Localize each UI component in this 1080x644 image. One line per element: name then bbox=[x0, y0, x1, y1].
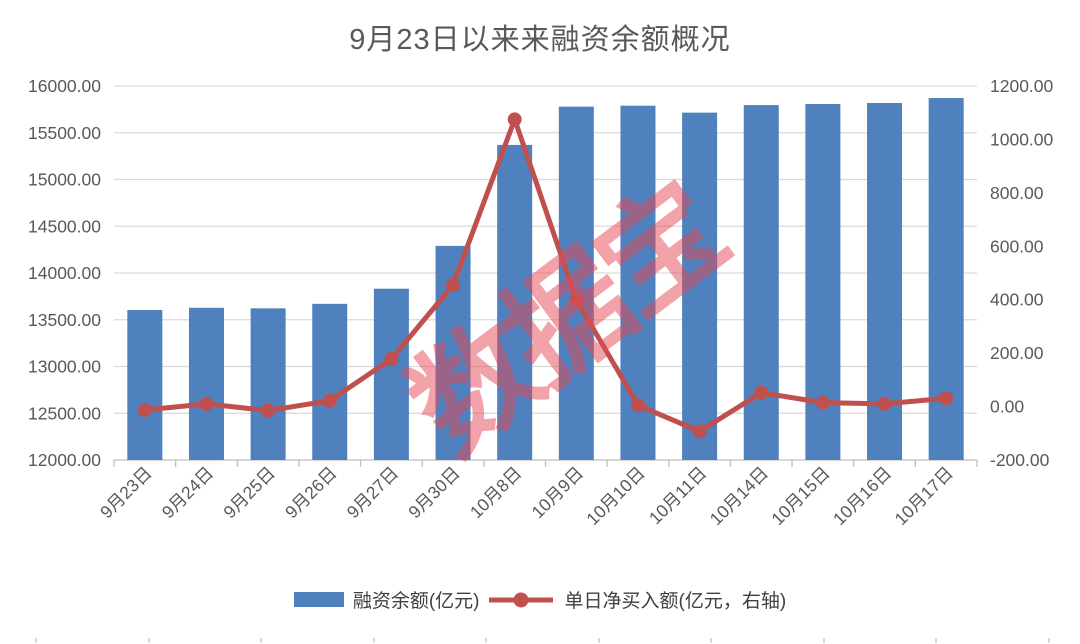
right-axis-tick-label: 400.00 bbox=[990, 290, 1044, 310]
right-axis-tick-label: 800.00 bbox=[990, 183, 1044, 203]
bar-9月25日 bbox=[250, 308, 286, 460]
net-buy-line bbox=[142, 116, 949, 434]
bar-10月9日 bbox=[558, 106, 594, 460]
net-buy-marker-10月15日 bbox=[815, 395, 830, 410]
bar-10月11日 bbox=[682, 112, 718, 461]
left-axis-tick-label: 14000.00 bbox=[28, 263, 101, 283]
left-axis-tick-label: 12000.00 bbox=[28, 450, 101, 470]
x-axis-label-10月10日: 10月10日 bbox=[582, 463, 648, 529]
right-axis-tick-label: 0.00 bbox=[990, 397, 1024, 417]
net-buy-marker-10月10日 bbox=[630, 398, 645, 413]
net-buy-marker-10月8日 bbox=[507, 112, 522, 127]
legend-bar-swatch bbox=[293, 592, 344, 607]
net-buy-marker-10月14日 bbox=[754, 385, 769, 400]
legend-item-balance: 融资余额(亿元) bbox=[293, 586, 480, 613]
bar-9月23日 bbox=[127, 310, 163, 460]
x-axis-label-9月23日: 9月23日 bbox=[96, 463, 156, 523]
x-axis-label-9月24日: 9月24日 bbox=[158, 463, 218, 523]
chart-legend: 融资余额(亿元) 单日净买入额(亿元，右轴) bbox=[0, 586, 1080, 613]
cropped-text-mark bbox=[260, 638, 262, 643]
left-axis-tick-label: 13500.00 bbox=[28, 310, 101, 330]
cropped-text-mark bbox=[147, 638, 150, 643]
x-axis-label-10月16日: 10月16日 bbox=[829, 463, 895, 529]
left-axis-tick-label: 13000.00 bbox=[28, 357, 101, 377]
legend-line-label: 单日净买入额(亿元，右轴) bbox=[564, 591, 787, 612]
bar-9月24日 bbox=[188, 307, 224, 460]
cropped-text-mark bbox=[597, 638, 600, 643]
bar-9月26日 bbox=[312, 303, 348, 460]
x-axis-label-9月26日: 9月26日 bbox=[281, 463, 341, 523]
x-axis-label-10月15日: 10月15日 bbox=[767, 463, 833, 529]
left-axis-tick-label: 14500.00 bbox=[28, 216, 101, 236]
x-axis-label-10月17日: 10月17日 bbox=[891, 463, 957, 529]
cropped-text-mark bbox=[35, 638, 37, 643]
cropped-text-mark bbox=[372, 638, 375, 643]
right-axis-tick-label: 200.00 bbox=[990, 343, 1044, 363]
bar-10月17日 bbox=[928, 98, 964, 461]
legend-item-netbuy: 单日净买入额(亿元，右轴) bbox=[486, 586, 787, 613]
net-buy-marker-9月30日 bbox=[446, 278, 461, 293]
x-axis-label-10月9日: 10月9日 bbox=[528, 463, 588, 523]
bar-10月8日 bbox=[497, 144, 533, 460]
legend-line-swatch bbox=[488, 592, 553, 607]
legend-bar-label: 融资余额(亿元) bbox=[352, 591, 480, 612]
x-axis-label-9月27日: 9月27日 bbox=[343, 463, 403, 523]
cropped-text-mark bbox=[710, 638, 712, 643]
left-axis-tick-label: 12500.00 bbox=[28, 403, 101, 423]
net-buy-marker-9月26日 bbox=[322, 393, 337, 408]
bar-10月14日 bbox=[743, 105, 779, 460]
right-axis-tick-label: -200.00 bbox=[990, 450, 1050, 470]
cropped-text-mark bbox=[822, 638, 825, 643]
cropped-text-mark bbox=[1047, 638, 1050, 643]
x-axis-label-10月14日: 10月14日 bbox=[706, 463, 772, 529]
net-buy-marker-9月24日 bbox=[199, 396, 214, 411]
net-buy-marker-9月27日 bbox=[384, 352, 399, 367]
net-buy-marker-9月25日 bbox=[261, 403, 276, 418]
net-buy-marker-10月9日 bbox=[569, 292, 584, 307]
net-buy-marker-9月23日 bbox=[137, 403, 152, 418]
net-buy-marker-10月17日 bbox=[939, 391, 954, 406]
net-buy-marker-10月16日 bbox=[877, 396, 892, 411]
cropped-text-mark bbox=[485, 638, 487, 643]
cropped-text-mark bbox=[935, 638, 937, 643]
x-axis-label-9月30日: 9月30日 bbox=[404, 463, 464, 523]
right-axis-tick-label: 1200.00 bbox=[990, 76, 1054, 96]
x-axis-label-10月11日: 10月11日 bbox=[645, 463, 711, 529]
net-buy-marker-10月11日 bbox=[692, 424, 707, 439]
left-axis-tick-label: 16000.00 bbox=[28, 76, 101, 96]
left-axis-tick-label: 15500.00 bbox=[28, 123, 101, 143]
right-axis-tick-label: 600.00 bbox=[990, 236, 1044, 256]
chart-title: 9月23日以来来融资余额概况 bbox=[349, 24, 731, 56]
right-axis-tick-label: 1000.00 bbox=[990, 129, 1054, 149]
left-axis-tick-label: 15000.00 bbox=[28, 170, 101, 190]
x-axis-label-9月25日: 9月25日 bbox=[219, 463, 279, 523]
cropped-text-artifact bbox=[0, 638, 1080, 644]
bar-9月27日 bbox=[373, 288, 409, 460]
